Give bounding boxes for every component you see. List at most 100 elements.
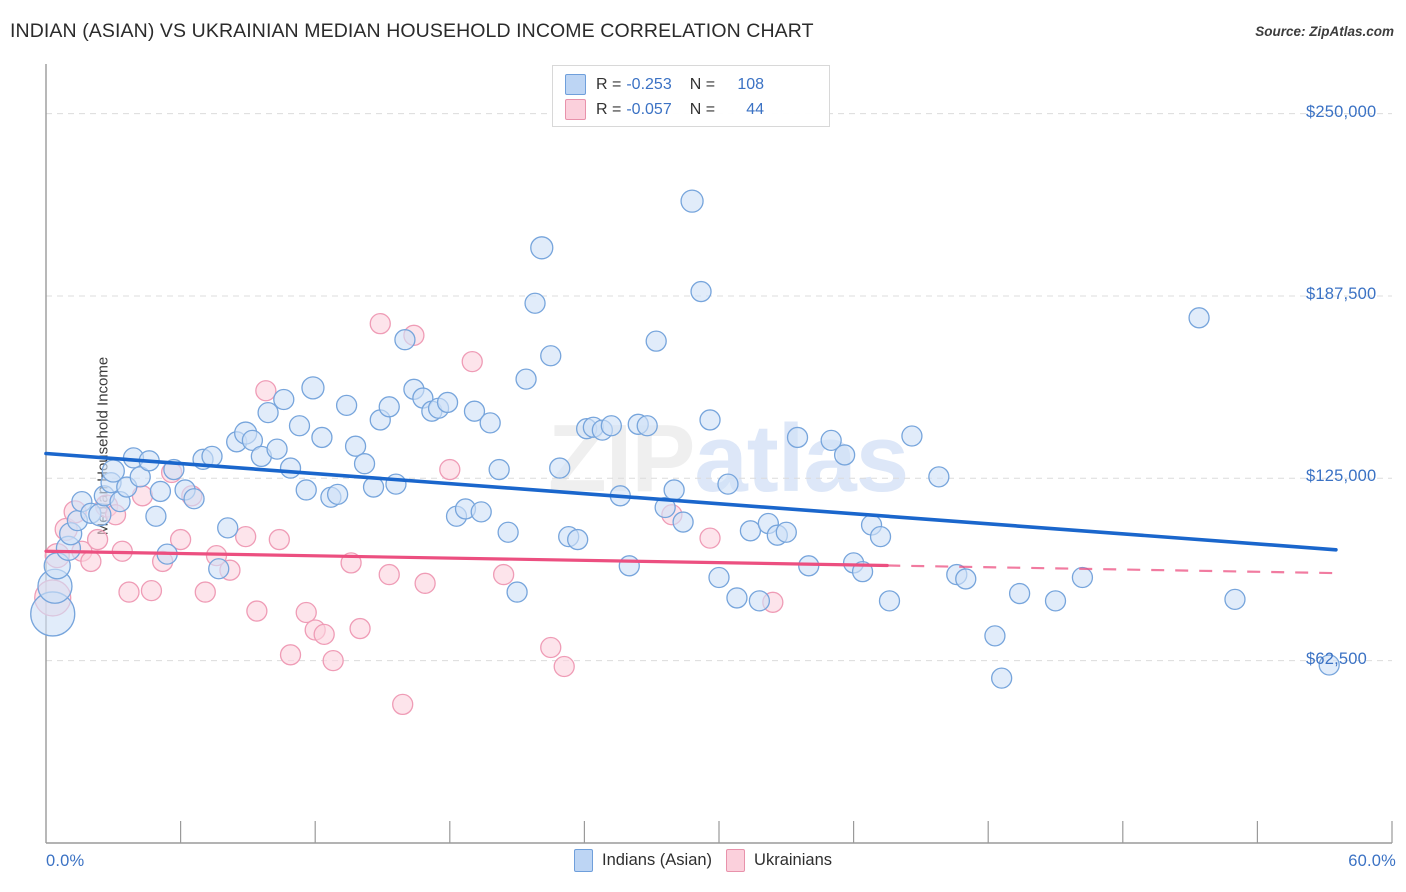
scatter-point[interactable] (217, 517, 239, 539)
scatter-point[interactable] (183, 488, 205, 510)
scatter-point[interactable] (145, 505, 167, 527)
n-label-pink: N = (689, 100, 716, 118)
scatter-point[interactable] (295, 479, 317, 501)
y-tick-label-125000: $125,000 (1306, 467, 1377, 486)
scatter-point[interactable] (506, 581, 528, 603)
scatter-point[interactable] (349, 617, 371, 640)
scatter-point[interactable] (654, 496, 676, 519)
ukrainians-swatch-icon (726, 849, 746, 872)
scatter-point[interactable] (524, 292, 546, 314)
scatter-point[interactable] (901, 425, 923, 447)
scatter-point[interactable] (378, 563, 400, 586)
scatter-point[interactable] (235, 526, 257, 548)
scatter-point[interactable] (672, 511, 694, 533)
scatter-point[interactable] (699, 409, 721, 431)
scatter-point[interactable] (1044, 590, 1067, 612)
scatter-point[interactable] (1071, 566, 1094, 589)
scatter-point[interactable] (169, 528, 192, 551)
scatter-point[interactable] (149, 480, 172, 503)
series-legend-item-ukrainians[interactable]: Ukrainians (726, 849, 832, 872)
scatter-point[interactable] (540, 636, 562, 659)
scatter-point[interactable] (786, 426, 809, 449)
series-legend-item-indians[interactable]: Indians (Asian) (573, 849, 712, 872)
scatter-point[interactable] (549, 457, 571, 479)
scatter-point[interactable] (492, 563, 515, 586)
scatter-point[interactable] (129, 466, 151, 488)
scatter-point[interactable] (266, 438, 288, 460)
scatter-point[interactable] (80, 550, 102, 573)
scatter-point[interactable] (208, 558, 230, 580)
scatter-point[interactable] (322, 650, 344, 672)
scatter-point[interactable] (201, 445, 223, 468)
scatter-point[interactable] (748, 590, 771, 612)
scatter-point[interactable] (717, 473, 739, 495)
scatter-point[interactable] (530, 236, 554, 260)
scatter-point[interactable] (344, 435, 367, 457)
scatter-point[interactable] (1188, 307, 1210, 329)
scatter-point[interactable] (279, 457, 302, 479)
scatter-point[interactable] (313, 623, 335, 646)
scatter-point[interactable] (645, 330, 667, 352)
scatter-point[interactable] (241, 429, 264, 452)
source-attribution: Source: ZipAtlas.com (1255, 24, 1394, 39)
scatter-point[interactable] (353, 453, 376, 475)
scatter-point[interactable] (820, 429, 842, 452)
scatter-point[interactable] (268, 528, 290, 551)
scatter-point[interactable] (878, 590, 901, 612)
scatter-point[interactable] (869, 526, 892, 548)
scatter-point[interactable] (955, 568, 977, 590)
scatter-point[interactable] (118, 581, 140, 603)
scatter-point[interactable] (436, 391, 459, 414)
scatter-point[interactable] (618, 555, 640, 577)
scatter-point[interactable] (663, 479, 685, 501)
scatter-point[interactable] (1318, 654, 1340, 676)
scatter-point[interactable] (326, 483, 349, 505)
scatter-point[interactable] (1224, 588, 1246, 611)
scatter-point[interactable] (991, 667, 1013, 689)
scatter-point[interactable] (273, 388, 295, 411)
scatter-point[interactable] (497, 521, 519, 543)
scatter-point[interactable] (775, 521, 797, 543)
scatter-point[interactable] (392, 693, 414, 716)
scatter-point[interactable] (1008, 582, 1031, 605)
scatter-point[interactable] (88, 503, 112, 527)
scatter-point[interactable] (86, 528, 109, 551)
scatter-point[interactable] (140, 579, 163, 602)
scatter-point[interactable] (600, 415, 622, 437)
scatter-point[interactable] (255, 380, 277, 402)
scatter-point[interactable] (439, 458, 461, 481)
scatter-point[interactable] (833, 444, 856, 466)
scatter-point[interactable] (984, 625, 1006, 647)
scatter-point[interactable] (288, 415, 311, 437)
scatter-point[interactable] (414, 572, 436, 594)
scatter-point[interactable] (553, 655, 575, 678)
scatter-point[interactable] (378, 396, 400, 418)
scatter-point[interactable] (479, 412, 501, 434)
scatter-point[interactable] (463, 400, 486, 422)
scatter-point[interactable] (369, 313, 391, 335)
scatter-point[interactable] (928, 466, 950, 488)
scatter-point[interactable] (515, 368, 537, 390)
scatter-point[interactable] (708, 566, 730, 589)
scatter-point[interactable] (739, 520, 762, 542)
scatter-point[interactable] (394, 329, 416, 351)
scatter-point[interactable] (699, 527, 721, 549)
scatter-point[interactable] (690, 280, 712, 303)
scatter-point[interactable] (301, 376, 325, 400)
scatter-point[interactable] (194, 581, 216, 603)
scatter-point[interactable] (680, 189, 704, 213)
scatter-point[interactable] (636, 415, 658, 437)
scatter-point[interactable] (279, 644, 302, 666)
scatter-point[interactable] (470, 501, 492, 523)
scatter-point[interactable] (385, 473, 407, 495)
scatter-point[interactable] (726, 587, 748, 609)
scatter-point[interactable] (257, 401, 279, 424)
scatter-point[interactable] (246, 600, 268, 622)
scatter-point[interactable] (567, 528, 589, 551)
scatter-point[interactable] (461, 350, 483, 373)
scatter-point[interactable] (311, 426, 333, 449)
scatter-point[interactable] (540, 345, 562, 367)
scatter-point[interactable] (295, 601, 317, 624)
scatter-point[interactable] (488, 458, 510, 481)
scatter-point[interactable] (335, 394, 358, 417)
